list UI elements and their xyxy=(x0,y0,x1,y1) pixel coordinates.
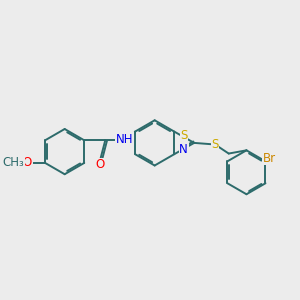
Text: N: N xyxy=(179,143,188,156)
Text: NH: NH xyxy=(116,133,134,146)
Text: Br: Br xyxy=(263,152,276,165)
Text: CH₃: CH₃ xyxy=(2,156,24,170)
Text: S: S xyxy=(181,130,188,142)
Text: O: O xyxy=(23,156,32,170)
Text: O: O xyxy=(96,158,105,171)
Text: S: S xyxy=(212,138,219,151)
